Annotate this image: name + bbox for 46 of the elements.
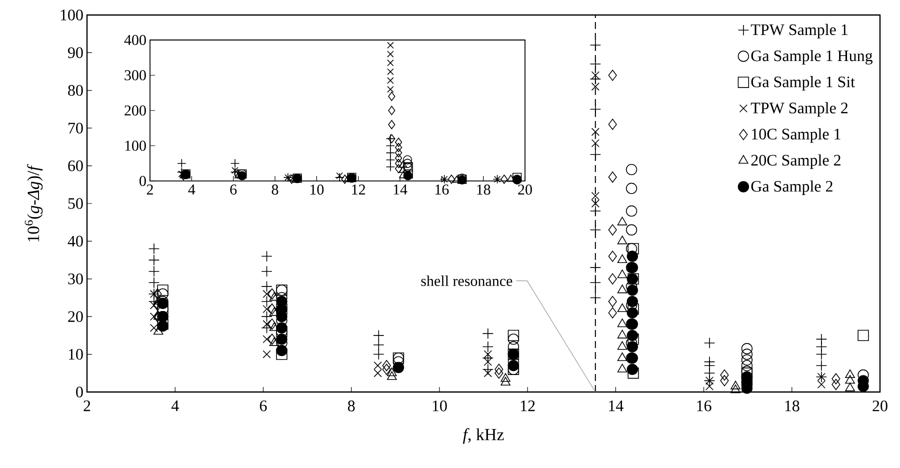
x-tick-label: 16 (435, 184, 449, 195)
y-tick-label: 20 (68, 311, 83, 322)
y-tick-label: 300 (124, 70, 146, 80)
legend-label: Ga Sample 1 Hung (751, 50, 873, 65)
y-tick-label: 80 (68, 85, 83, 96)
x-tick-label: 8 (272, 184, 278, 195)
x-tick-label: 6 (230, 184, 237, 195)
x-tick-label: 10 (310, 184, 324, 195)
x-tick-label: 14 (394, 184, 408, 194)
x-tick-label: 6 (260, 400, 267, 412)
y-tick-label: 30 (68, 273, 83, 284)
x-tick-label: 18 (785, 400, 800, 412)
y-axis-title: 10$^{6}$(g-Δg)/f (24, 164, 43, 242)
y-tick-label: 200 (124, 105, 146, 116)
x-tick-label: 10 (432, 400, 447, 412)
x-tick-label: 20 (872, 400, 888, 412)
legend-label: 20C Sample 2 (751, 154, 840, 169)
y-tick-label: 50 (68, 198, 83, 209)
x-tick-label: 16 (697, 400, 712, 412)
y-tick-label: 60 (68, 160, 83, 172)
x-tick-label: 2 (84, 400, 90, 412)
x-axis-title: f, kHz (462, 428, 504, 444)
x-tick-label: 20 (518, 184, 532, 195)
y-tick-label: 100 (125, 140, 146, 151)
y-tick-label: 0 (140, 176, 146, 186)
legend-label: 10C Sample 1 (752, 128, 840, 143)
y-tick-label: 0 (76, 386, 83, 398)
x-tick-label: 18 (477, 184, 490, 195)
y-tick-label: 100 (60, 10, 83, 20)
x-tick-label: 4 (188, 184, 196, 194)
y-tick-label: 40 (68, 236, 83, 247)
x-tick-label: 4 (171, 400, 179, 412)
y-tick-label: 90 (68, 47, 83, 58)
x-tick-label: 8 (348, 400, 355, 412)
legend-label: Ga Sample 1 Sit (751, 76, 855, 91)
ref-line-label: shell resonance (421, 276, 512, 286)
legend-label: Ga Sample 2 (751, 180, 832, 195)
x-tick-label: 12 (520, 400, 535, 412)
x-tick-label: 14 (609, 400, 624, 412)
y-tick-label: 10 (68, 348, 83, 360)
y-tick-label: 70 (68, 122, 83, 134)
x-tick-label: 12 (352, 184, 366, 194)
legend-label: TPW Sample 1 (750, 24, 848, 38)
y-tick-label: 400 (124, 34, 146, 46)
x-tick-label: 2 (146, 184, 153, 194)
legend-label: TPW Sample 2 (750, 102, 848, 117)
